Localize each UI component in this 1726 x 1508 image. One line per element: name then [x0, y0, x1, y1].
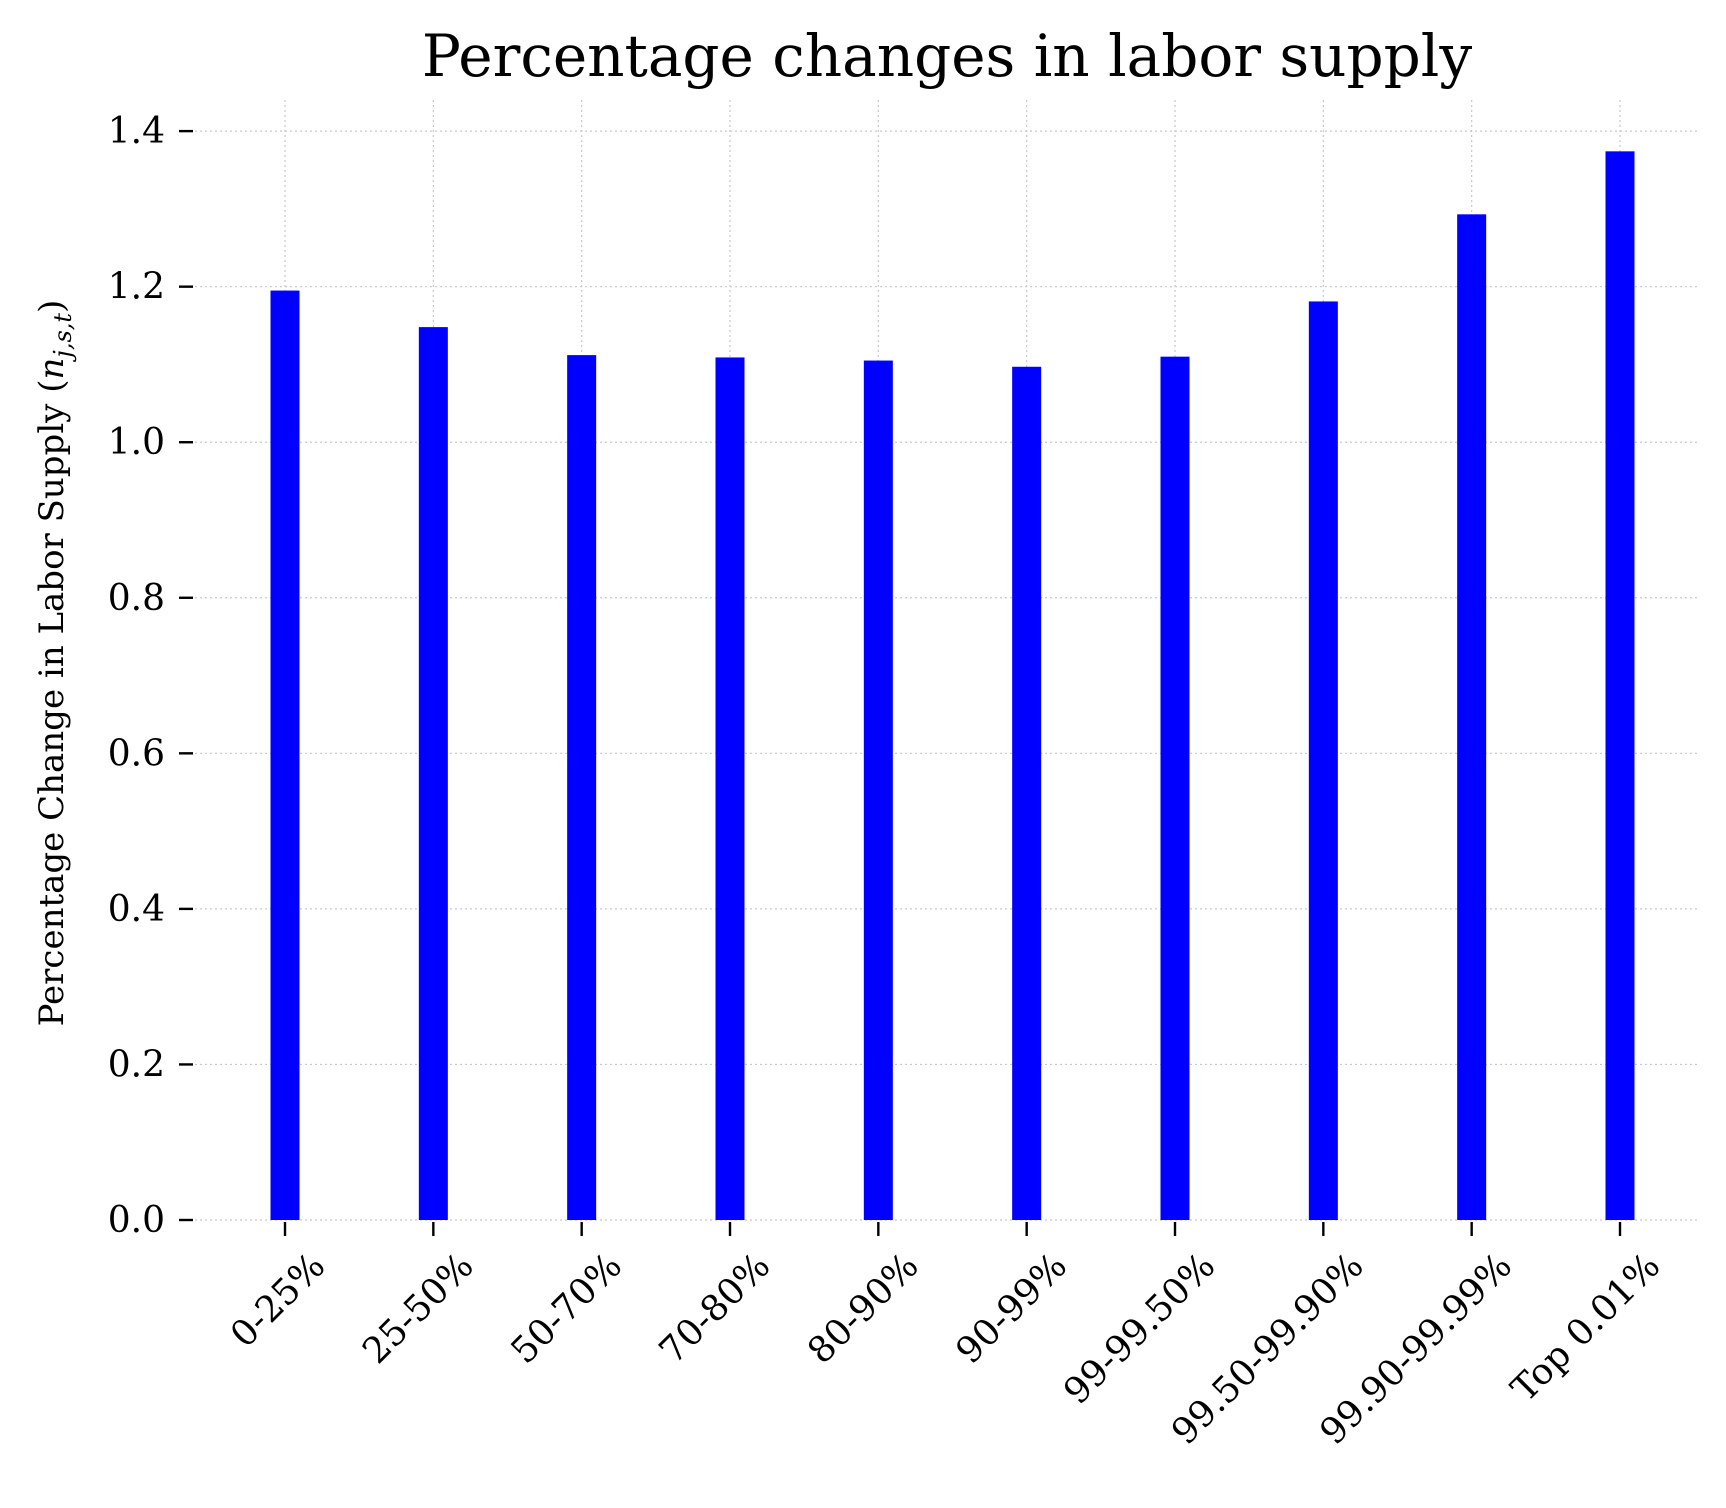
x-tick-label: 0-25%: [223, 1245, 333, 1355]
bar: [715, 357, 745, 1220]
bar: [1457, 214, 1487, 1221]
chart-title: Percentage changes in labor supply: [422, 22, 1472, 90]
bar: [418, 327, 448, 1221]
x-tick-label: 90-99%: [948, 1245, 1075, 1372]
bar: [1308, 301, 1338, 1220]
bar: [270, 290, 300, 1220]
y-axis-label-text: Percentage Change in Labor Supply (: [32, 380, 72, 1027]
y-tick-label: 0.4: [108, 889, 165, 930]
x-tick-label: Top 0.01%: [1504, 1245, 1669, 1410]
y-axis-label: Percentage Change in Labor Supply (nj,s,…: [32, 300, 77, 1027]
y-tick-label: 0.6: [108, 733, 165, 774]
bar: [1605, 151, 1635, 1220]
y-tick-label: 0.8: [108, 578, 165, 619]
y-tick-label: 0.0: [108, 1200, 165, 1241]
y-tick-label: 0.2: [108, 1044, 165, 1085]
bar: [567, 355, 597, 1221]
x-axis: 0-25% 25-50% 50-70% 70-80% 80-90% 90-99%99-99…: [223, 1222, 1668, 1453]
x-tick-label: 99-99.50%: [1056, 1245, 1223, 1412]
x-tick-label: 70-80%: [652, 1245, 779, 1372]
y-axis-label-math-subscript: j,s,t: [49, 313, 77, 363]
y-tick-label: 1.4: [108, 111, 165, 152]
bars: [270, 151, 1635, 1221]
bar: [1160, 356, 1190, 1221]
y-axis-label-close: ): [32, 300, 72, 313]
y-tick-label: 1.2: [108, 267, 165, 308]
y-axis: 0.0 0.2 0.4 0.6 0.8 1.0 1.2 1.4: [108, 111, 193, 1241]
x-tick-label: 50-70%: [503, 1245, 630, 1372]
y-tick-label: 1.0: [108, 422, 165, 463]
x-tick-label: 80-90%: [800, 1245, 927, 1372]
x-tick-label: 25-50%: [355, 1245, 482, 1372]
bar: [863, 360, 893, 1220]
bar: [1012, 366, 1042, 1220]
y-axis-label-math-base: n: [32, 358, 72, 380]
